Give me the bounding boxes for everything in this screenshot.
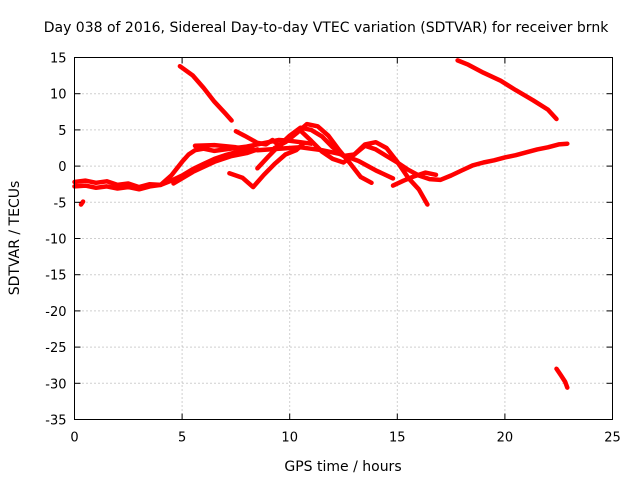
y-tick-label: -25	[45, 341, 66, 356]
series-track-8	[227, 142, 305, 190]
y-tick-label: -5	[54, 196, 67, 211]
series-track-13	[455, 58, 559, 122]
y-tick-label: 10	[50, 88, 67, 103]
x-tick-label: 20	[497, 431, 514, 446]
plot-frame	[74, 57, 613, 420]
y-tick-label: 0	[58, 160, 66, 175]
series-track-9	[255, 125, 570, 183]
series-track-6	[177, 63, 234, 123]
y-axis-ticks: 15 10 5 0 -5 -10 -15 -20 -25 -30 -35	[45, 52, 613, 429]
x-tick-label: 10	[281, 431, 298, 446]
series-track-1	[78, 199, 86, 207]
y-tick-label: 5	[58, 124, 66, 139]
y-tick-label: -20	[45, 305, 66, 320]
chart-title: Day 038 of 2016, Sidereal Day-to-day VTE…	[44, 20, 609, 36]
x-tick-label: 25	[604, 431, 621, 446]
x-tick-label: 0	[70, 431, 78, 446]
x-axis-ticks: 0 5 10 15 20 25	[70, 57, 621, 446]
series-track-14	[554, 366, 570, 390]
y-tick-label: -10	[45, 233, 66, 248]
y-tick-label: -35	[45, 414, 66, 429]
grid-lines	[74, 57, 613, 420]
x-tick-label: 5	[178, 431, 186, 446]
series-track-10	[272, 121, 374, 186]
x-tick-label: 15	[389, 431, 406, 446]
x-axis-label: GPS time / hours	[284, 459, 401, 475]
y-tick-label: -15	[45, 269, 66, 284]
y-tick-label: -30	[45, 377, 66, 392]
series-track-7	[233, 129, 284, 150]
y-axis-label: SDTVAR / TECUs	[7, 181, 23, 296]
series-track-2	[72, 147, 249, 190]
series-track-4	[171, 147, 260, 186]
series-track-12	[390, 170, 439, 188]
data-series	[72, 58, 570, 390]
y-tick-label: 15	[50, 52, 67, 67]
